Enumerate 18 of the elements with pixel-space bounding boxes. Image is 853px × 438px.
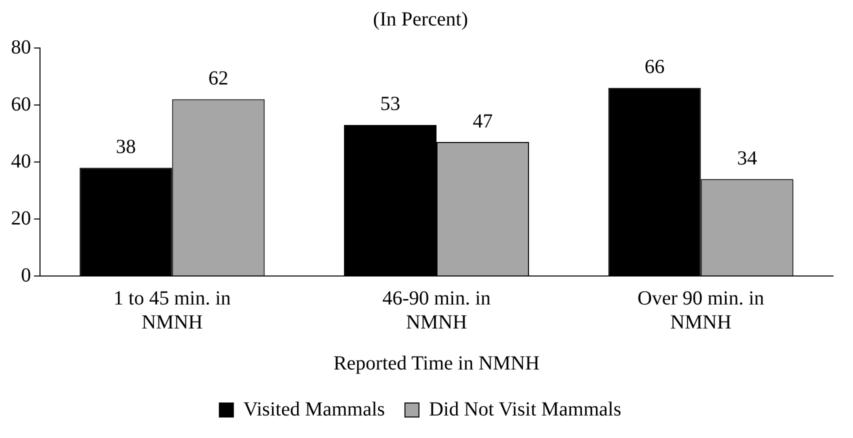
x-tick-label: Over 90 min. in NMNH [638,287,764,334]
data-label: 53 [380,93,400,116]
data-label: 38 [116,136,136,158]
data-label: 34 [737,147,758,170]
x-tick-label: 1 to 45 min. in NMNH [114,287,231,334]
y-tick-label: 60 [11,93,31,116]
x-tick-label: 46-90 min. in NMNH [382,287,491,334]
y-tick-label: 40 [11,150,31,172]
legend-label: Did Not Visit Mammals [428,398,622,420]
data-label: 47 [472,110,493,132]
y-tick-label: 20 [11,207,31,230]
data-label: 66 [644,56,665,78]
legend-label: Visited Mammals [243,398,386,420]
chart-title: (In Percent) [373,8,468,30]
data-label: 62 [208,68,228,90]
y-tick-label: 0 [21,264,31,286]
y-tick-label: 80 [11,36,31,58]
x-axis-title: Reported Time in NMNH [333,352,540,374]
